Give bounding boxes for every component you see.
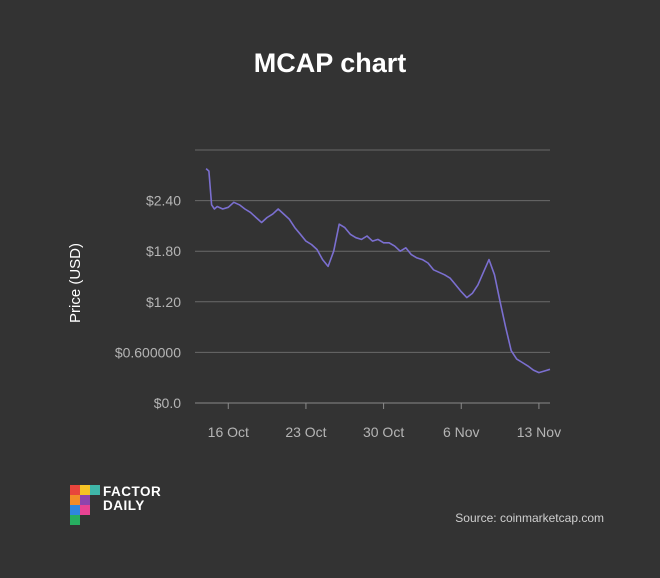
- y-tick-label: $1.80: [146, 243, 181, 259]
- y-tick-label: $0.600000: [115, 344, 181, 360]
- logo-line-1: FACTOR: [103, 484, 162, 499]
- factor-daily-logo-mark-icon: [70, 485, 100, 525]
- price-series-line: [205, 168, 551, 374]
- axis-layer: [227, 403, 540, 409]
- x-tick-label: 6 Nov: [443, 424, 480, 440]
- x-tick-label: 23 Oct: [285, 424, 326, 440]
- y-axis-title: Price (USD): [67, 243, 84, 323]
- label-layer: $0.0 $0.600000 $1.20 $1.80 $2.40 16 Oct 23 Oct…: [115, 193, 561, 440]
- x-tick-label: 16 Oct: [208, 424, 249, 440]
- factor-daily-logo: FACTOR DAILY: [70, 485, 180, 527]
- y-tick-label: $2.40: [146, 193, 181, 209]
- logo-line-2: DAILY: [103, 498, 145, 513]
- grid-layer: [195, 149, 550, 404]
- y-tick-label: $0.0: [154, 395, 181, 411]
- x-tick-label: 30 Oct: [363, 424, 404, 440]
- y-tick-label: $1.20: [146, 294, 181, 310]
- series-layer: [205, 168, 551, 374]
- x-tick-label: 13 Nov: [517, 424, 561, 440]
- source-note: Source: coinmarketcap.com: [455, 511, 604, 525]
- chart-title: MCAP chart: [253, 48, 407, 78]
- factor-daily-logo-text: FACTOR DAILY: [103, 485, 161, 513]
